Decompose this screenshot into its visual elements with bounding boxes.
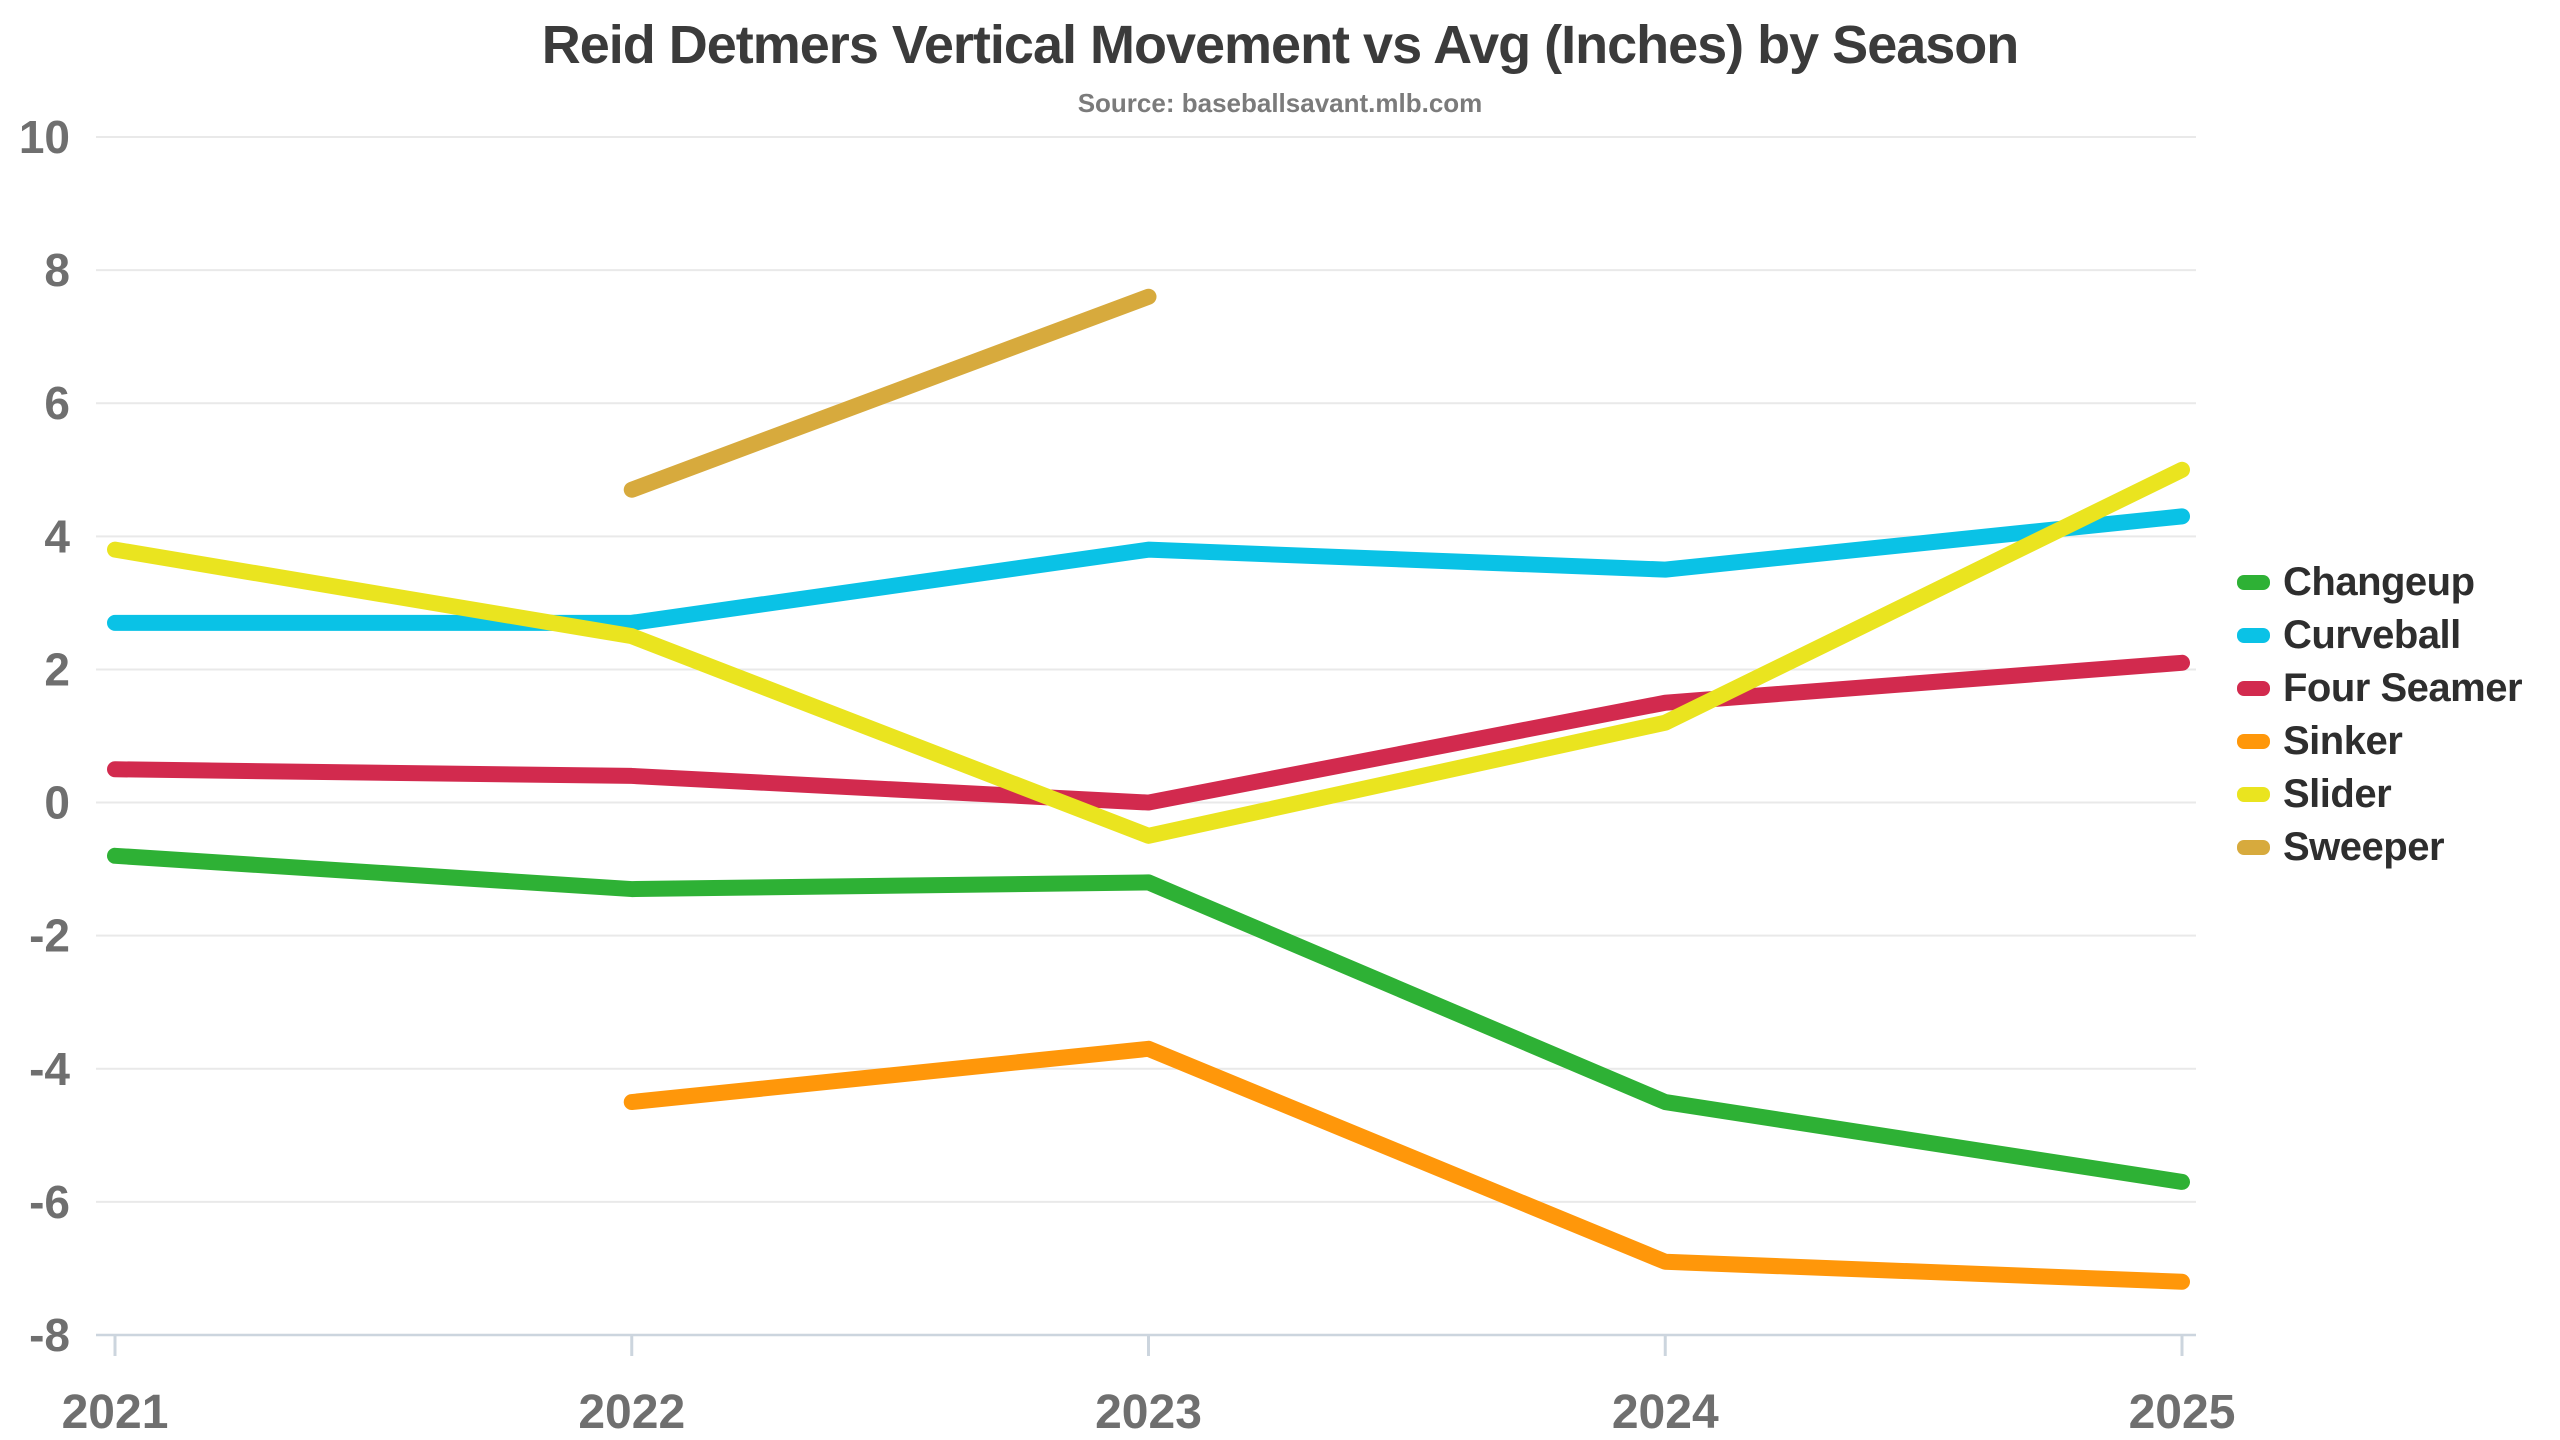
y-tick-label: -4	[29, 1043, 70, 1095]
series-line-curveball	[107, 508, 2190, 631]
legend-swatch-sweeper	[2237, 840, 2270, 855]
series-line-slider	[107, 461, 2190, 844]
legend-item-slider: Slider	[2237, 768, 2522, 821]
legend-label: Slider	[2283, 772, 2392, 816]
x-tick-label: 2021	[62, 1386, 169, 1439]
chart-title: Reid Detmers Vertical Movement vs Avg (I…	[541, 15, 2020, 75]
legend-item-changeup: Changeup	[2237, 556, 2522, 609]
x-tick-label: 2024	[1612, 1386, 1719, 1439]
y-tick-label: 2	[44, 643, 70, 695]
series-line-four-seamer	[107, 654, 2190, 811]
legend-item-sinker: Sinker	[2237, 715, 2522, 768]
x-tick-label: 2025	[2129, 1386, 2236, 1439]
legend-item-curveball: Curveball	[2237, 609, 2522, 662]
legend-swatch-four-seamer	[2237, 681, 2270, 696]
legend-swatch-curveball	[2237, 628, 2270, 643]
legend-item-sweeper: Sweeper	[2237, 821, 2522, 874]
legend-label: Sinker	[2283, 719, 2403, 763]
legend-label: Sweeper	[2283, 825, 2445, 869]
chart-source: Source: baseballsavant.mlb.com	[1077, 88, 1483, 118]
y-tick-label: 10	[19, 111, 70, 163]
y-tick-label: -8	[29, 1309, 70, 1361]
series-line-sweeper	[623, 288, 1157, 498]
legend-item-four-seamer: Four Seamer	[2237, 662, 2523, 715]
legend: Changeup Curveball Four Seamer Sinker Slider…	[2237, 556, 2523, 874]
series-line-changeup	[107, 847, 2190, 1190]
legend-swatch-changeup	[2237, 575, 2270, 590]
y-tick-label: -6	[29, 1176, 70, 1228]
y-tick-label: 6	[44, 377, 70, 429]
x-tick-label: 2022	[578, 1386, 685, 1439]
y-tick-label: -2	[29, 910, 70, 962]
x-tick-label: 2023	[1095, 1386, 1202, 1439]
legend-swatch-slider	[2237, 787, 2270, 802]
y-tick-label: 4	[44, 510, 70, 562]
y-tick-label: 8	[44, 244, 70, 296]
legend-swatch-sinker	[2237, 734, 2270, 749]
legend-label: Four Seamer	[2283, 666, 2523, 710]
series-line-sinker	[623, 1040, 2190, 1290]
y-tick-label: 0	[44, 777, 70, 829]
legend-label: Changeup	[2283, 560, 2475, 604]
legend-label: Curveball	[2283, 613, 2461, 657]
